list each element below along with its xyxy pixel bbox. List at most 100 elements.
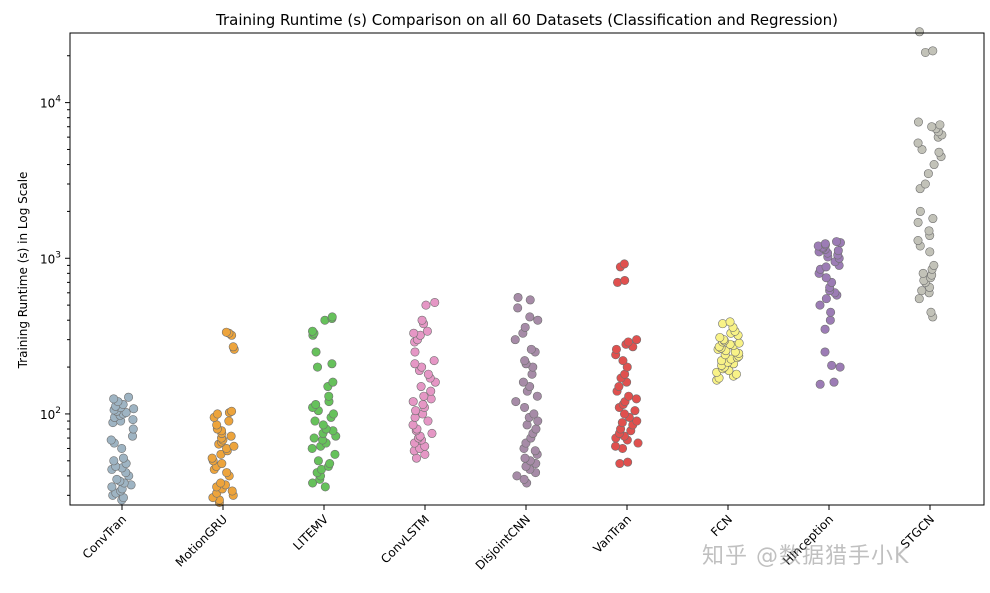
series-VanTran <box>611 259 643 469</box>
y-axis: 102 103 104 <box>40 55 70 496</box>
data-point <box>928 46 938 56</box>
data-point <box>328 377 338 387</box>
data-point <box>410 359 420 369</box>
data-point <box>913 217 923 227</box>
data-point <box>325 459 335 469</box>
data-point <box>618 356 628 366</box>
data-point <box>216 478 226 488</box>
data-point <box>128 415 138 425</box>
series-FCN <box>712 317 744 385</box>
y-axis-label: Training Runtime (s) in Log Scale <box>16 172 30 370</box>
data-point <box>632 335 642 345</box>
data-point <box>915 27 925 37</box>
data-point <box>913 117 923 127</box>
data-point <box>109 456 119 466</box>
data-point <box>835 362 845 372</box>
data-point <box>410 347 420 357</box>
data-point <box>731 369 741 379</box>
data-point <box>307 443 317 453</box>
data-point <box>826 307 836 317</box>
data-point <box>913 236 923 246</box>
data-point <box>833 246 843 256</box>
data-point <box>619 259 629 269</box>
series-HInception <box>813 237 845 389</box>
data-point <box>620 275 630 285</box>
data-point <box>318 420 328 430</box>
data-point <box>820 347 830 357</box>
data-point <box>533 315 543 325</box>
data-point <box>825 315 835 325</box>
data-point <box>533 416 543 426</box>
plot-frame <box>69 32 985 506</box>
data-point <box>309 433 319 443</box>
data-point <box>330 449 340 459</box>
chart-title: Training Runtime (s) Comparison on all 6… <box>215 11 838 29</box>
data-point <box>821 262 831 272</box>
data-point <box>422 326 432 336</box>
data-point <box>513 303 523 313</box>
data-point <box>124 392 134 402</box>
series-LITEMV <box>307 312 341 492</box>
data-point <box>311 347 321 357</box>
data-point <box>917 286 927 296</box>
data-point <box>310 416 320 426</box>
x-tick-label: DisjointCNN <box>473 512 533 572</box>
watermark: 知乎 @数据猎手小K <box>702 544 910 569</box>
data-point <box>228 342 238 352</box>
x-tick-label: ConvLSTM <box>378 512 432 566</box>
data-point <box>532 391 542 401</box>
data-point <box>520 322 530 332</box>
data-point <box>623 337 633 347</box>
data-point <box>107 482 117 492</box>
data-point <box>419 391 429 401</box>
data-point <box>928 214 938 224</box>
data-point <box>226 431 236 441</box>
data-point <box>918 268 928 278</box>
data-point <box>617 418 627 428</box>
data-point <box>611 344 621 354</box>
data-point <box>622 362 632 372</box>
data-point <box>329 409 339 419</box>
data-point <box>530 446 540 456</box>
x-tick-label: VanTran <box>590 512 634 556</box>
data-point <box>320 482 330 492</box>
data-point <box>815 300 825 310</box>
data-point <box>519 474 529 484</box>
data-point <box>207 453 217 463</box>
y-tick-label: 102 <box>40 406 61 422</box>
data-point <box>520 402 530 412</box>
data-point <box>734 338 744 348</box>
data-point <box>925 247 935 257</box>
data-point <box>820 324 830 334</box>
data-point <box>129 404 139 414</box>
data-point <box>525 312 535 322</box>
data-point <box>525 295 535 305</box>
data-point <box>217 459 227 469</box>
data-point <box>630 406 640 416</box>
data-point <box>510 335 520 345</box>
data-point <box>518 377 528 387</box>
data-point <box>631 394 641 404</box>
data-point <box>421 300 431 310</box>
data-point <box>229 441 239 451</box>
data-point <box>915 206 925 216</box>
data-point <box>913 138 923 148</box>
data-point <box>815 379 825 389</box>
data-point <box>327 312 337 322</box>
series-DisjointCNN <box>510 292 543 488</box>
data-point <box>917 144 927 154</box>
data-point <box>619 409 629 419</box>
data-point <box>531 424 541 434</box>
data-point <box>327 359 337 369</box>
data-point <box>926 307 936 317</box>
data-point <box>929 160 939 170</box>
data-point <box>409 328 419 338</box>
data-point <box>511 397 521 407</box>
data-point <box>408 420 418 430</box>
plot-area <box>106 27 947 507</box>
data-point <box>411 406 421 416</box>
data-point <box>923 169 933 179</box>
series-ConvTran <box>106 392 139 505</box>
series-STGCN <box>913 27 947 322</box>
